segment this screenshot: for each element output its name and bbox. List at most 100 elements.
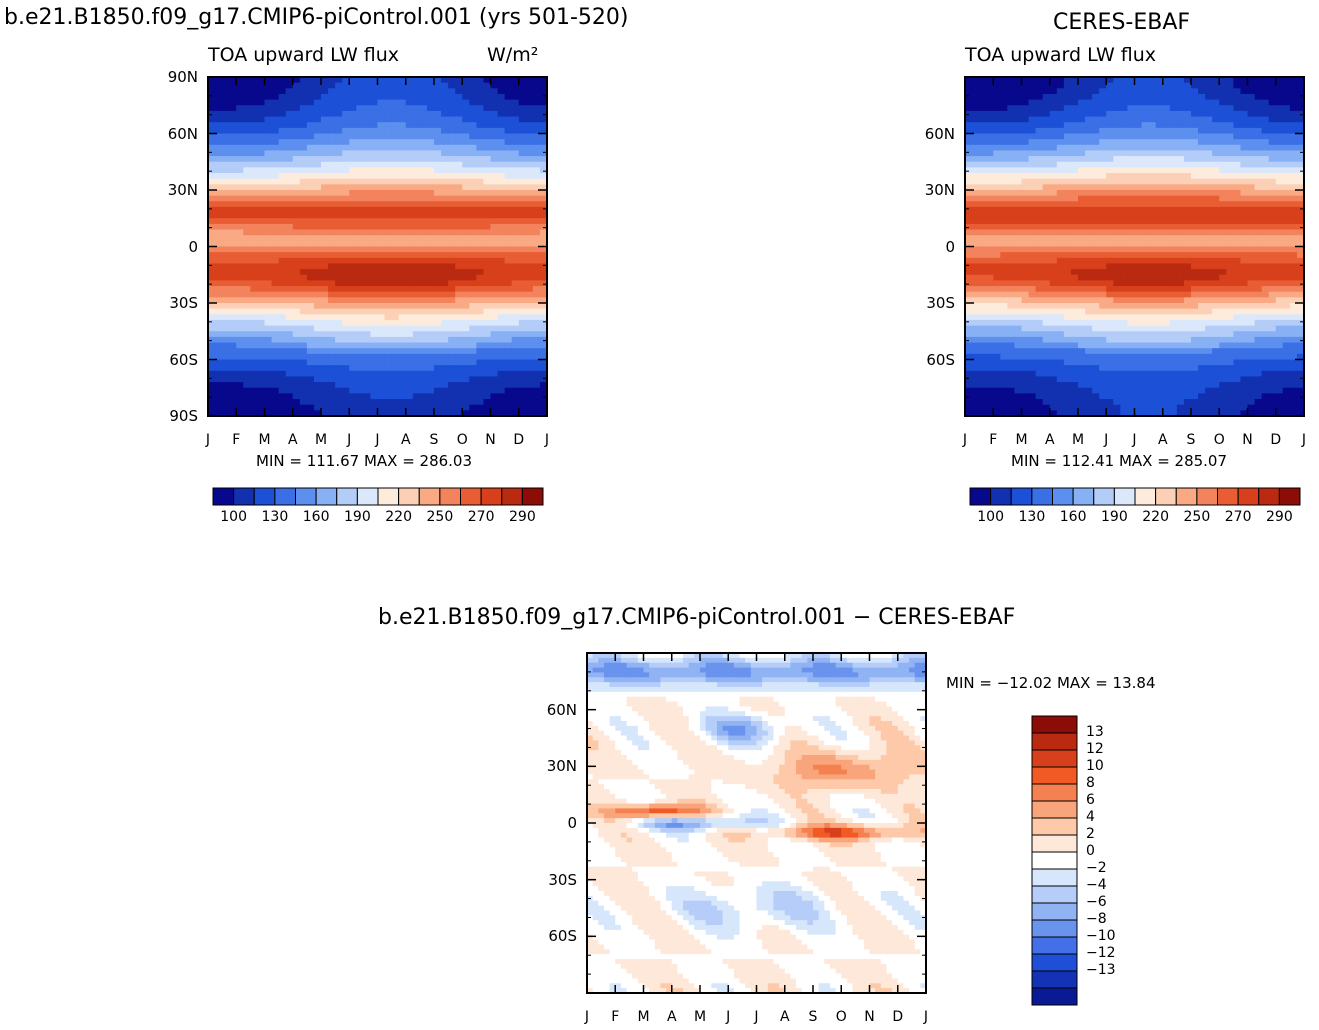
heatmap-cell bbox=[965, 116, 973, 123]
heatmap-cell bbox=[504, 93, 513, 101]
heatmap-cell bbox=[1247, 303, 1256, 310]
heatmap-cell bbox=[335, 240, 343, 248]
heatmap-cell bbox=[455, 319, 463, 327]
heatmap-cell bbox=[469, 297, 477, 304]
heatmap-cell bbox=[405, 235, 414, 242]
heatmap-cell bbox=[462, 218, 470, 225]
heatmap-cell bbox=[208, 110, 216, 118]
heatmap-cell bbox=[363, 376, 372, 383]
heatmap-cell bbox=[462, 167, 470, 174]
heatmap-cell bbox=[1063, 99, 1072, 106]
heatmap-cell bbox=[434, 252, 442, 259]
heatmap-cell bbox=[391, 139, 400, 146]
heatmap-cell bbox=[1261, 139, 1270, 146]
heatmap-cell bbox=[349, 280, 357, 287]
heatmap-cell bbox=[313, 93, 322, 101]
heatmap-cell bbox=[391, 229, 400, 236]
heatmap-cell bbox=[1000, 139, 1008, 146]
heatmap-cell bbox=[476, 105, 485, 112]
heatmap-cell bbox=[377, 190, 386, 197]
heatmap-cell bbox=[1035, 161, 1044, 168]
heatmap-cell bbox=[370, 178, 379, 185]
heatmap-cell bbox=[1247, 122, 1256, 129]
heatmap-cell bbox=[1148, 161, 1157, 168]
heatmap-cell bbox=[511, 229, 520, 236]
heatmap-cell bbox=[1078, 173, 1086, 180]
heatmap-cell bbox=[434, 122, 442, 129]
heatmap-cell bbox=[965, 223, 973, 231]
heatmap-cell bbox=[1226, 88, 1234, 95]
heatmap-cell bbox=[250, 387, 259, 394]
heatmap-cell bbox=[1233, 269, 1242, 276]
heatmap-cell bbox=[497, 167, 506, 174]
heatmap-cell bbox=[1162, 116, 1171, 123]
heatmap-cell bbox=[264, 353, 273, 361]
heatmap-cell bbox=[292, 173, 301, 180]
heatmap-cell bbox=[1226, 167, 1234, 174]
heatmap-cell bbox=[335, 365, 343, 372]
heatmap-cell bbox=[504, 370, 513, 378]
heatmap-cell bbox=[972, 173, 980, 180]
heatmap-cell bbox=[1198, 240, 1206, 248]
heatmap-cell bbox=[335, 303, 343, 310]
month-tick-label: J bbox=[544, 432, 550, 448]
heatmap-cell bbox=[264, 110, 273, 118]
heatmap-cell bbox=[986, 156, 994, 163]
heatmap-cell bbox=[1226, 184, 1234, 191]
heatmap-cell bbox=[525, 257, 534, 265]
heatmap-cell bbox=[1028, 269, 1037, 276]
lat-tick-label: 90N bbox=[167, 68, 198, 86]
heatmap-cell bbox=[1198, 235, 1206, 242]
heatmap-cell bbox=[504, 274, 513, 281]
heatmap-cell bbox=[264, 88, 273, 95]
heatmap-cell bbox=[271, 167, 280, 174]
heatmap-cell bbox=[1226, 206, 1234, 214]
heatmap-cell bbox=[1148, 269, 1157, 276]
heatmap-cell bbox=[483, 303, 492, 310]
heatmap-cell bbox=[483, 291, 492, 298]
heatmap-cell bbox=[1113, 161, 1121, 168]
heatmap-cell bbox=[518, 201, 527, 208]
heatmap-cell bbox=[412, 365, 421, 372]
heatmap-cell bbox=[434, 387, 442, 394]
heatmap-cell bbox=[257, 139, 266, 146]
heatmap-cell bbox=[490, 303, 499, 310]
heatmap-cell bbox=[441, 353, 449, 361]
heatmap-cell bbox=[448, 110, 456, 118]
heatmap-cell bbox=[342, 88, 350, 95]
heatmap-cell bbox=[441, 274, 449, 281]
heatmap-cell bbox=[1183, 303, 1192, 310]
heatmap-cell bbox=[1169, 308, 1178, 315]
heatmap-cell bbox=[497, 235, 506, 242]
heatmap-cell bbox=[1141, 122, 1150, 129]
heatmap-cell bbox=[539, 348, 547, 355]
heatmap-cell bbox=[250, 269, 259, 276]
heatmap-cell bbox=[292, 336, 301, 344]
heatmap-cell bbox=[1198, 110, 1206, 118]
heatmap-cell bbox=[321, 325, 329, 332]
heatmap-cell bbox=[1042, 206, 1051, 214]
heatmap-cell bbox=[285, 201, 294, 208]
heatmap-cell bbox=[476, 348, 485, 355]
heatmap-cell bbox=[1162, 190, 1171, 197]
heatmap-cell bbox=[1007, 105, 1016, 112]
heatmap-cell bbox=[490, 297, 499, 304]
heatmap-cell bbox=[342, 404, 350, 411]
heatmap-cell bbox=[1191, 201, 1199, 208]
heatmap-cell bbox=[1014, 122, 1023, 129]
heatmap-cell bbox=[398, 382, 407, 389]
heatmap-cell bbox=[993, 263, 1001, 270]
heatmap-cell bbox=[1275, 116, 1284, 123]
heatmap-cell bbox=[1282, 223, 1291, 231]
heatmap-cell bbox=[419, 212, 428, 219]
heatmap-cell bbox=[979, 139, 987, 146]
heatmap-cell bbox=[1240, 88, 1249, 95]
heatmap-cell bbox=[1000, 99, 1008, 106]
heatmap-cell bbox=[370, 359, 379, 366]
heatmap-cell bbox=[1056, 269, 1065, 276]
heatmap-cell bbox=[405, 336, 414, 344]
heatmap-cell bbox=[1183, 99, 1192, 106]
heatmap-cell bbox=[236, 240, 244, 248]
heatmap-cell bbox=[1282, 156, 1291, 163]
heatmap-cell bbox=[306, 331, 315, 338]
